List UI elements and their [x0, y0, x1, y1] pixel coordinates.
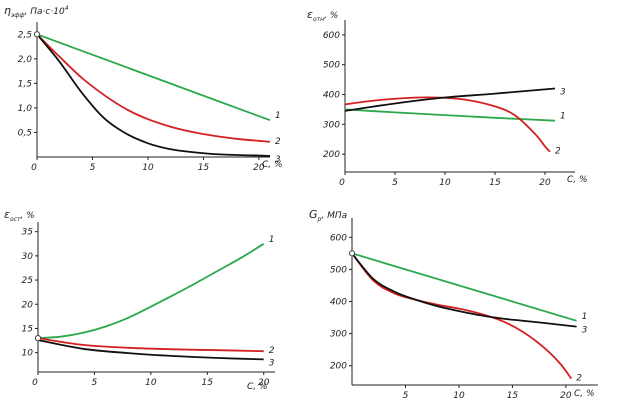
x-tick-label: 0	[32, 378, 38, 388]
x-tick-label: 0	[339, 178, 345, 188]
x-tick-label: 10	[145, 378, 157, 388]
y-tick-label: 10	[22, 349, 34, 359]
y-tick-label: 600	[323, 31, 340, 41]
y-axis-symbol: η	[4, 4, 11, 17]
series-line-3	[36, 33, 271, 157]
y-tick-label: 15	[22, 324, 34, 334]
series-label-3: 3	[560, 88, 566, 98]
x-tick-label: 20	[253, 163, 265, 173]
y-tick-label: 400	[330, 298, 347, 308]
x-tick-label: 5	[392, 178, 398, 188]
y-tick-label: 300	[330, 330, 347, 340]
plot-viscosity: 0,5 1,0 1,5 2,0 2,5 0 5 10 15 20C, % ηэфф, Па·с·10…	[4, 4, 283, 173]
x-tick-label: 5	[403, 391, 409, 401]
series-label-3: 3	[269, 358, 275, 368]
series-label-2: 2	[269, 346, 275, 356]
y-tick-label: 0,5	[18, 128, 33, 138]
x-tick-label: 20	[258, 378, 270, 388]
x-tick-label: 15	[489, 178, 501, 188]
series-label-1: 1	[275, 111, 281, 121]
series-label-2: 2	[555, 147, 561, 157]
series-line-1	[351, 252, 577, 322]
x-axis-label: C, %	[567, 175, 588, 185]
y-axis-units: , %	[20, 211, 34, 221]
y-tick-label: 1,0	[18, 104, 33, 114]
x-tick-label: 10	[453, 391, 465, 401]
y-axis-title: Gр, МПа	[309, 208, 347, 223]
series-line-2	[37, 337, 264, 353]
series-line-3	[344, 87, 556, 112]
series-label-1: 1	[269, 235, 275, 245]
series-line-3	[351, 252, 577, 328]
plot-shear-modulus: 200 300 400 500 600 5 10 15 20 C, % Gр, МПа 1 2 3	[309, 208, 598, 401]
series-line-2	[36, 33, 271, 143]
y-axis-subscript: отн	[313, 16, 324, 23]
series-line-2	[344, 96, 551, 153]
y-axis-exponent: 4	[65, 5, 69, 12]
series-line-1	[36, 33, 271, 122]
start-point-marker	[33, 31, 41, 38]
series-label-2: 2	[275, 137, 281, 147]
series-line-1	[37, 243, 265, 339]
y-axis-subscript: р	[317, 216, 322, 223]
series-label-1: 1	[582, 312, 588, 322]
series-label-2: 2	[576, 374, 582, 384]
start-point-marker	[34, 335, 42, 342]
y-tick-label: 20	[22, 300, 34, 310]
y-axis-title: εост, %	[4, 208, 35, 223]
x-axis-label: C, %	[247, 382, 268, 392]
x-tick-label: 10	[439, 178, 451, 188]
y-axis-title: εотн, %	[307, 8, 338, 23]
y-tick-label: 2,5	[18, 30, 33, 40]
start-point-marker	[348, 250, 356, 257]
series-line-3	[37, 339, 264, 361]
x-tick-label: 5	[92, 378, 98, 388]
x-axis-label: C, %	[574, 389, 595, 399]
plot-relative-elongation: 200 300 400 500 600 0 5 10 15 20 C, % εотн, % 1 2 3	[307, 8, 588, 188]
x-tick-label: 20	[560, 391, 572, 401]
x-axis-label: C, %	[262, 160, 283, 170]
y-tick-label: 400	[323, 91, 340, 101]
y-tick-label: 25	[22, 276, 34, 286]
y-axis-symbol: ε	[4, 208, 10, 221]
y-axis-subscript: ост	[10, 216, 21, 223]
y-axis-symbol: G	[309, 208, 318, 221]
series-line-1	[344, 108, 556, 122]
y-tick-label: 1,5	[18, 79, 33, 89]
x-tick-label: 15	[198, 163, 210, 173]
y-tick-label: 500	[330, 265, 347, 275]
x-tick-label: 15	[507, 391, 519, 401]
y-tick-label: 30	[22, 252, 34, 262]
y-tick-label: 200	[330, 362, 347, 372]
x-tick-label: 15	[202, 378, 214, 388]
y-tick-label: 35	[22, 228, 34, 238]
series-line-2	[351, 252, 573, 380]
y-tick-label: 500	[323, 61, 340, 71]
y-axis-units: , МПа	[321, 211, 347, 221]
series-label-1: 1	[560, 112, 566, 122]
y-axis-units: , Па·с·10	[25, 7, 65, 17]
y-tick-label: 600	[330, 233, 347, 243]
y-axis-units: , %	[324, 11, 338, 21]
y-axis-subscript: эфф	[11, 12, 25, 19]
x-tick-label: 20	[539, 178, 551, 188]
y-tick-label: 2,0	[18, 55, 33, 65]
x-tick-label: 5	[90, 163, 96, 173]
y-tick-label: 300	[323, 120, 340, 130]
series-label-3: 3	[275, 155, 281, 165]
x-tick-label: 10	[142, 163, 154, 173]
x-tick-label: 0	[31, 163, 37, 173]
y-tick-label: 200	[323, 150, 340, 160]
series-label-3: 3	[582, 326, 588, 336]
y-axis-symbol: ε	[307, 8, 313, 21]
y-axis-title: ηэфф, Па·с·104	[4, 4, 69, 19]
